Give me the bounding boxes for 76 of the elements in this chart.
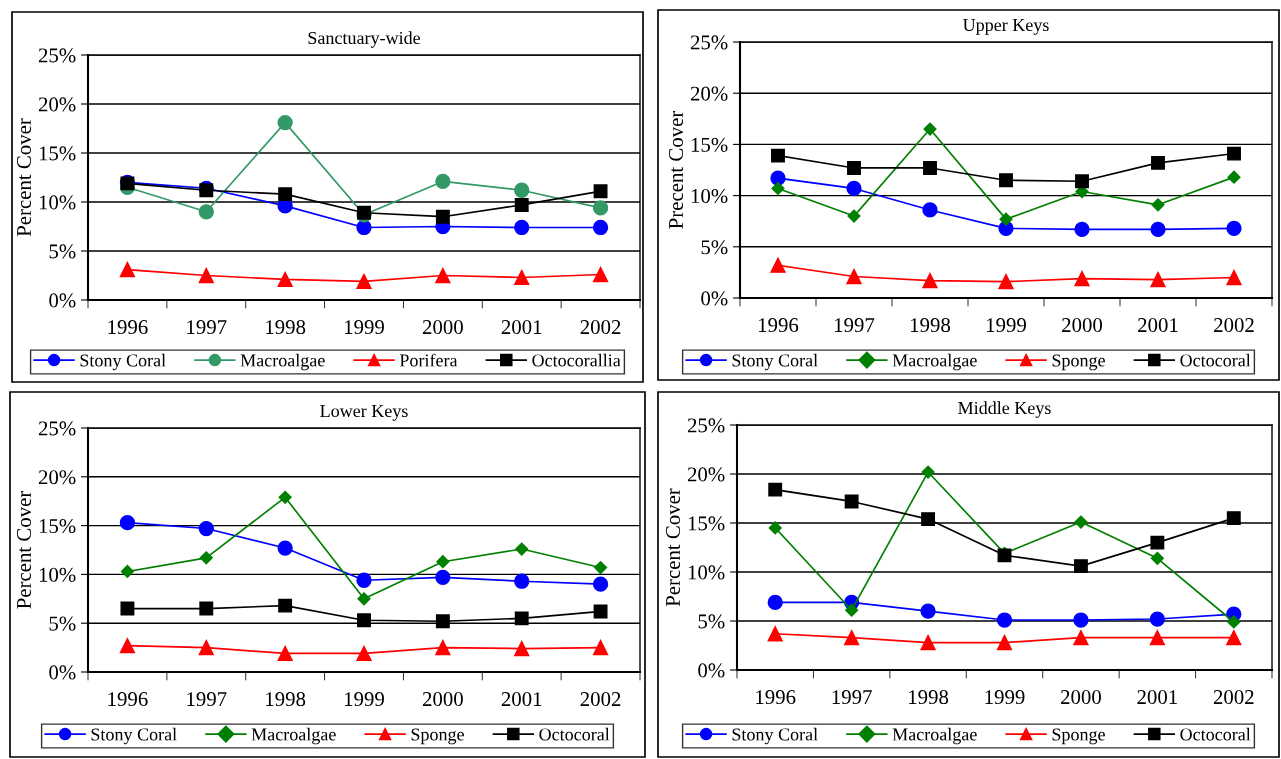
x-tick-label: 1996 xyxy=(759,318,799,333)
legend-label: Macroalgae xyxy=(892,353,977,371)
x-tick-label: 2002 xyxy=(580,692,621,707)
chart-title: Sanctuary-wide xyxy=(308,31,421,48)
legend-label: Macroalgae xyxy=(240,353,325,371)
legend-label: Stony Coral xyxy=(91,727,177,745)
y-tick-label: 15% xyxy=(39,146,76,161)
y-tick-label: 25% xyxy=(690,35,728,50)
x-tick-label: 1999 xyxy=(985,690,1025,705)
y-tick-label: 5% xyxy=(49,616,76,631)
y-tick-label: 25% xyxy=(38,48,76,63)
y-tick-label: 0% xyxy=(698,663,725,678)
y-axis-title: Percent Cover xyxy=(666,488,680,607)
x-tick-label: 2002 xyxy=(580,320,621,335)
x-tick-label: 2001 xyxy=(1137,690,1177,705)
x-tick-label: 2000 xyxy=(1061,690,1101,705)
x-tick-label: 1996 xyxy=(756,690,796,705)
chart-title: Upper Keys xyxy=(963,19,1049,35)
y-tick-label: 25% xyxy=(687,418,725,433)
legend-label: Porifera xyxy=(399,353,458,367)
y-tick-label: 0% xyxy=(49,665,76,680)
x-tick-label: 1998 xyxy=(911,318,951,333)
legend-label: Sponge xyxy=(1052,354,1105,371)
legend-label: Macroalgae xyxy=(251,727,336,745)
legend-label: Octocoral xyxy=(1180,353,1251,367)
legend-label: Sponge xyxy=(411,728,464,745)
y-axis-title: Precent Cover xyxy=(669,110,683,229)
y-tick-label: 20% xyxy=(687,467,725,482)
x-tick-label: 2000 xyxy=(422,692,463,707)
y-tick-label: 5% xyxy=(701,240,728,255)
x-tick-label: 1999 xyxy=(345,320,384,335)
x-tick-label: 2001 xyxy=(501,692,542,707)
y-axis-title: Percent Cover xyxy=(17,490,31,609)
legend-label: Macroalgae xyxy=(892,727,977,745)
y-tick-label: 10% xyxy=(39,195,76,210)
y-tick-label: 15% xyxy=(39,518,76,534)
legend-label: Octocorallia xyxy=(532,353,621,367)
y-tick-label: 20% xyxy=(690,86,728,101)
y-tick-label: 10% xyxy=(39,567,76,582)
chart-title: Lower Keys xyxy=(320,405,408,421)
x-tick-label: 1997 xyxy=(835,318,875,333)
y-tick-label: 15% xyxy=(688,516,725,531)
x-tick-label: 1996 xyxy=(108,692,148,707)
y-tick-label: 20% xyxy=(38,97,76,112)
legend-label: Octocoral xyxy=(539,727,610,741)
y-tick-label: 0% xyxy=(49,293,76,308)
legend-label: Stony Coral xyxy=(732,727,818,745)
x-tick-label: 1999 xyxy=(345,692,384,707)
x-tick-label: 1999 xyxy=(987,318,1026,333)
legend-label: Stony Coral xyxy=(80,353,166,371)
legend-label: Stony Coral xyxy=(732,353,818,371)
y-tick-label: 10% xyxy=(691,188,728,204)
y-axis-title: Percent Cover xyxy=(17,118,31,237)
y-tick-label: 0% xyxy=(701,291,728,306)
legend-label: Sponge xyxy=(1052,728,1105,745)
y-tick-label: 5% xyxy=(698,614,725,629)
x-tick-label: 2000 xyxy=(422,320,463,335)
x-tick-label: 1998 xyxy=(266,692,306,707)
y-tick-label: 5% xyxy=(49,244,76,259)
y-tick-label: 20% xyxy=(38,470,76,485)
x-tick-label: 2000 xyxy=(1062,318,1103,333)
y-tick-label: 25% xyxy=(38,421,76,436)
legend-label: Octocoral xyxy=(1180,727,1251,741)
x-tick-label: 1997 xyxy=(832,690,872,705)
x-tick-label: 2002 xyxy=(1213,690,1254,705)
x-tick-label: 2002 xyxy=(1214,318,1254,333)
x-tick-label: 1996 xyxy=(108,320,148,335)
y-tick-label: 15% xyxy=(691,137,728,152)
x-tick-label: 1998 xyxy=(266,320,306,335)
y-tick-label: 10% xyxy=(688,565,725,580)
x-tick-label: 1998 xyxy=(909,690,949,705)
x-tick-label: 1997 xyxy=(187,692,227,707)
x-tick-label: 2001 xyxy=(501,320,542,335)
x-tick-label: 1997 xyxy=(187,320,227,335)
x-tick-label: 2001 xyxy=(1138,318,1178,333)
chart-title: Middle Keys xyxy=(958,401,1051,418)
